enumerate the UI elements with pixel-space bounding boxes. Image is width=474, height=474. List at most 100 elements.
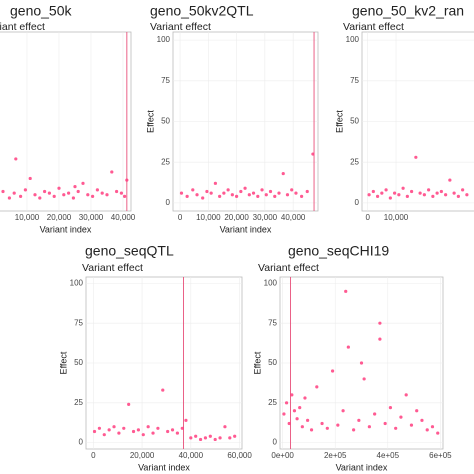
point [73, 184, 77, 189]
point [136, 428, 141, 432]
point [195, 193, 199, 197]
y-tick-label: 75 [350, 76, 359, 85]
point [461, 188, 465, 192]
x-tick-label: 4e+05 [377, 451, 400, 460]
point [336, 423, 340, 427]
point [100, 191, 104, 195]
point [260, 188, 264, 192]
point [38, 196, 42, 200]
point [399, 415, 403, 419]
point [67, 191, 71, 195]
x-tick-label: 0 [178, 213, 183, 222]
point [131, 429, 136, 434]
x-tick-label: 2e+05 [324, 451, 347, 460]
chart-subtitle: Variant effect [343, 21, 404, 33]
point [431, 194, 435, 198]
point [92, 429, 97, 434]
point [191, 188, 195, 192]
point [292, 409, 297, 413]
point [378, 337, 382, 341]
point [315, 385, 319, 389]
point [378, 321, 382, 325]
point [247, 193, 251, 197]
point [362, 377, 366, 381]
point [420, 418, 424, 422]
x-tick-label: 6e+05 [429, 451, 452, 460]
point [418, 191, 422, 195]
y-tick-label: 0 [273, 438, 278, 447]
point [309, 428, 314, 432]
point [371, 189, 375, 194]
point [127, 402, 131, 407]
point [448, 178, 452, 182]
x-tick-label: 10,000 [384, 213, 409, 222]
y-tick-label: 50 [268, 358, 277, 367]
y-tick-label: 0 [355, 198, 360, 207]
point [125, 178, 129, 182]
point [300, 425, 304, 429]
point [222, 191, 226, 195]
point [384, 188, 388, 192]
point [226, 188, 230, 192]
point [7, 196, 11, 200]
point [91, 194, 95, 198]
y-tick-label: 25 [268, 398, 277, 407]
point [180, 426, 184, 430]
point [415, 409, 419, 413]
y-tick-label: 0 [166, 198, 171, 207]
point [57, 186, 61, 190]
point [264, 193, 268, 197]
point [230, 193, 234, 197]
chart-subtitle: Variant effect [0, 21, 45, 33]
y-axis-label: Effect [334, 110, 344, 133]
point [282, 412, 286, 416]
y-tick-label: 50 [74, 358, 83, 367]
x-tick-label: 10,000 [196, 213, 221, 222]
point [430, 425, 435, 429]
point [189, 436, 193, 440]
point [166, 429, 170, 434]
point [115, 189, 119, 194]
y-tick-label: 100 [346, 35, 360, 44]
x-tick-label: 20,000 [224, 213, 249, 222]
x-tick-label: 40,000 [281, 213, 306, 222]
point [277, 191, 281, 195]
point [359, 361, 364, 365]
y-axis-label: Effect [145, 110, 155, 133]
y-tick-label: 50 [350, 117, 359, 126]
point [71, 196, 75, 200]
point [28, 176, 32, 181]
point [380, 191, 384, 195]
point [284, 401, 289, 405]
point [81, 181, 85, 185]
x-tick-label: 30,000 [253, 213, 278, 222]
x-tick-label: 20,000 [47, 213, 72, 222]
point [414, 155, 418, 159]
point [243, 186, 247, 190]
point [303, 396, 307, 400]
point [268, 189, 273, 194]
point [285, 193, 290, 197]
point [213, 181, 217, 185]
y-axis-label: Effect [252, 351, 262, 374]
y-tick-label: 25 [350, 157, 359, 166]
y-tick-label: 75 [161, 76, 170, 85]
point [19, 194, 23, 198]
y-tick-label: 100 [70, 278, 84, 287]
point [218, 436, 222, 440]
point [223, 425, 227, 429]
point [325, 426, 329, 430]
point [425, 428, 429, 432]
point [184, 418, 188, 422]
chart-subtitle: Variant effect [258, 262, 319, 274]
point [290, 188, 294, 192]
chart-title: geno_seqQTL [85, 243, 174, 259]
point [320, 421, 324, 426]
point [311, 152, 315, 156]
x-tick-label: 40,000 [179, 451, 204, 460]
x-tick-label: 30,000 [79, 213, 104, 222]
point [23, 188, 27, 192]
chart-subtitle: Variant effect [82, 262, 143, 274]
x-tick-label: 40,000 [111, 213, 136, 222]
point [465, 193, 469, 197]
